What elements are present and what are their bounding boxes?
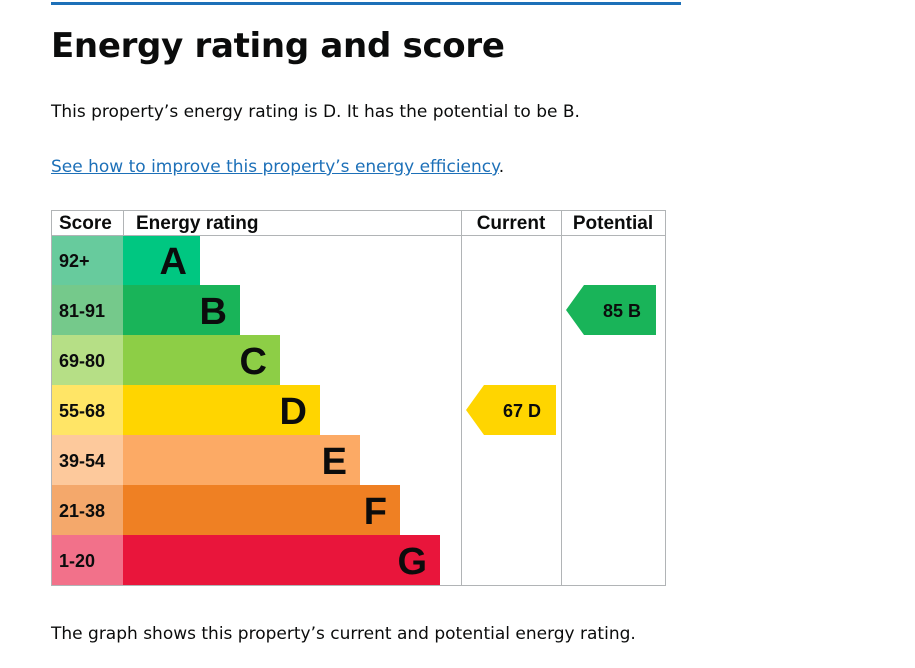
rating-summary: This property’s energy rating is D. It h… bbox=[51, 102, 580, 122]
score-label-d: 55-68 bbox=[59, 401, 105, 421]
band-bar-a bbox=[123, 235, 200, 285]
score-cell-d bbox=[51, 385, 123, 435]
score-label-f: 21-38 bbox=[59, 501, 105, 521]
improve-link-paragraph: See how to improve this property’s energ… bbox=[51, 157, 504, 177]
chart-frame bbox=[51, 210, 666, 586]
band-letter-e: E bbox=[322, 441, 347, 483]
band-letter-a: A bbox=[160, 241, 187, 283]
band-bar-f bbox=[123, 485, 400, 535]
score-cell-g bbox=[51, 535, 123, 585]
score-label-a: 92+ bbox=[59, 251, 90, 271]
graph-caption: The graph shows this property’s current … bbox=[51, 624, 636, 644]
improve-efficiency-link[interactable]: See how to improve this property’s energ… bbox=[51, 157, 499, 177]
page-title: Energy rating and score bbox=[51, 26, 505, 66]
band-letter-b: B bbox=[200, 291, 227, 333]
score-label-c: 69-80 bbox=[59, 351, 105, 371]
header-energy-rating: Energy rating bbox=[136, 213, 258, 234]
score-cell-f bbox=[51, 485, 123, 535]
current-rating-label: 67 D bbox=[503, 401, 541, 421]
score-cell-b bbox=[51, 285, 123, 335]
score-label-e: 39-54 bbox=[59, 451, 105, 471]
score-cell-e bbox=[51, 435, 123, 485]
potential-rating-label: 85 B bbox=[603, 301, 641, 321]
band-bar-e bbox=[123, 435, 360, 485]
score-label-g: 1-20 bbox=[59, 551, 95, 571]
header-score: Score bbox=[59, 213, 112, 234]
current-rating-pointer bbox=[466, 385, 556, 435]
band-bar-d bbox=[123, 385, 320, 435]
band-letter-f: F bbox=[364, 491, 387, 533]
header-potential: Potential bbox=[573, 213, 653, 234]
score-cell-a bbox=[51, 235, 123, 285]
top-accent-rule bbox=[51, 2, 681, 5]
score-cell-c bbox=[51, 335, 123, 385]
band-bar-c bbox=[123, 335, 280, 385]
band-bar-b bbox=[123, 285, 240, 335]
band-letter-d: D bbox=[280, 391, 307, 433]
band-letter-g: G bbox=[397, 541, 427, 583]
score-label-b: 81-91 bbox=[59, 301, 105, 321]
band-letter-c: C bbox=[240, 341, 267, 383]
band-bar-g bbox=[123, 535, 440, 585]
header-current: Current bbox=[477, 213, 546, 234]
link-suffix: . bbox=[498, 157, 505, 177]
potential-rating-pointer bbox=[566, 285, 656, 335]
